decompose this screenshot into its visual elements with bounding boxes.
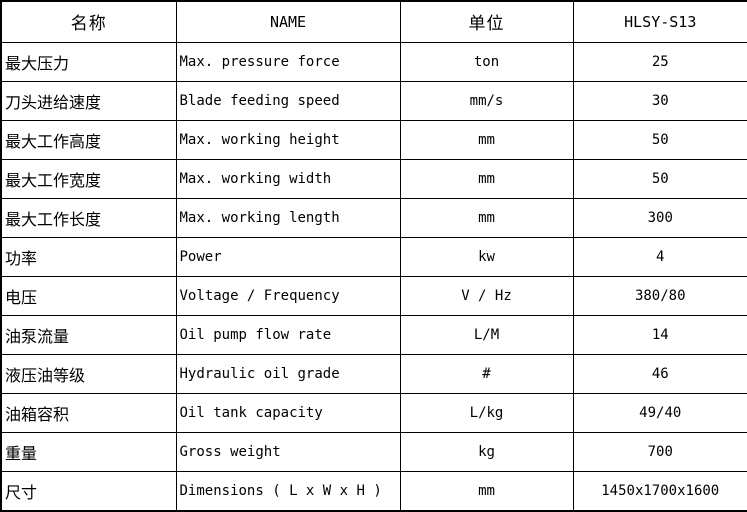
- spec-name-en: Max. pressure force: [175, 41, 401, 82]
- spec-name-cn: 油箱容积: [0, 393, 177, 434]
- table-row: 最大工作长度 Max. working length mm 300: [0, 197, 747, 238]
- header-name-cn: 名称: [0, 0, 177, 43]
- spec-value: 700: [572, 432, 747, 473]
- spec-name-en: Max. working length: [175, 197, 401, 238]
- spec-name-cn: 最大压力: [0, 41, 177, 82]
- table-row: 最大压力 Max. pressure force ton 25: [0, 41, 747, 82]
- header-name-en: NAME: [175, 0, 401, 43]
- spec-name-en: Max. working height: [175, 119, 401, 160]
- table-row: 最大工作高度 Max. working height mm 50: [0, 119, 747, 160]
- spec-value: 4: [572, 236, 747, 277]
- header-unit: 单位: [399, 0, 574, 43]
- spec-unit: V / Hz: [399, 275, 574, 317]
- spec-name-en: Power: [175, 236, 401, 277]
- spec-value: 46: [572, 354, 747, 395]
- spec-unit: kw: [399, 236, 574, 277]
- spec-unit: mm: [399, 197, 574, 238]
- spec-name-cn: 液压油等级: [0, 354, 177, 395]
- table-row: 油泵流量 Oil pump flow rate L/M 14: [0, 315, 747, 356]
- spec-name-cn: 油泵流量: [0, 315, 177, 356]
- spec-name-en: Oil tank capacity: [175, 393, 401, 434]
- table-row: 电压 Voltage / Frequency V / Hz 380/80: [0, 275, 747, 317]
- spec-unit: ton: [399, 41, 574, 82]
- spec-unit: mm: [399, 158, 574, 199]
- spec-name-cn: 最大工作高度: [0, 119, 177, 160]
- spec-table-body: 最大压力 Max. pressure force ton 25 刀头进给速度 Blade …: [0, 41, 747, 512]
- spec-name-cn: 刀头进给速度: [0, 80, 177, 121]
- spec-value: 25: [572, 41, 747, 82]
- spec-name-en: Hydraulic oil grade: [175, 354, 401, 395]
- spec-value: 50: [572, 119, 747, 160]
- spec-name-cn: 重量: [0, 432, 177, 473]
- spec-unit: mm/s: [399, 80, 574, 121]
- spec-value: 1450x1700x1600: [572, 471, 747, 512]
- spec-value: 50: [572, 158, 747, 199]
- spec-unit: mm: [399, 119, 574, 160]
- table-row: 最大工作宽度 Max. working width mm 50: [0, 158, 747, 199]
- spec-unit: mm: [399, 471, 574, 512]
- spec-value: 49/40: [572, 393, 747, 434]
- table-row: 油箱容积 Oil tank capacity L/kg 49/40: [0, 393, 747, 434]
- header-model: HLSY-S13: [572, 0, 747, 43]
- spec-name-cn: 电压: [0, 275, 177, 317]
- spec-unit: kg: [399, 432, 574, 473]
- table-row: 刀头进给速度 Blade feeding speed mm/s 30: [0, 80, 747, 121]
- spec-name-cn: 尺寸: [0, 471, 177, 512]
- spec-unit: L/kg: [399, 393, 574, 434]
- table-row: 液压油等级 Hydraulic oil grade #46: [0, 354, 747, 395]
- spec-name-cn: 最大工作长度: [0, 197, 177, 238]
- table-row: 重量 Gross weight kg 700: [0, 432, 747, 473]
- table-row: 尺寸 Dimensions ( L x W x H ) mm 1450x1700x16…: [0, 471, 747, 512]
- spec-name-cn: 最大工作宽度: [0, 158, 177, 199]
- table-row: 功率 Power kw 4: [0, 236, 747, 277]
- spec-name-en: Voltage / Frequency: [175, 275, 401, 317]
- spec-name-en: Blade feeding speed: [175, 80, 401, 121]
- spec-name-en: Dimensions ( L x W x H ): [175, 471, 401, 512]
- spec-name-en: Oil pump flow rate: [175, 315, 401, 356]
- spec-table-header: 名称 NAME 单位 HLSY-S13: [0, 0, 747, 43]
- spec-name-cn: 功率: [0, 236, 177, 277]
- spec-name-en: Gross weight: [175, 432, 401, 473]
- spec-name-en: Max. working width: [175, 158, 401, 199]
- spec-value: 14: [572, 315, 747, 356]
- spec-unit: #: [399, 354, 574, 395]
- spec-value: 300: [572, 197, 747, 238]
- spec-unit: L/M: [399, 315, 574, 356]
- spec-value: 380/80: [572, 275, 747, 317]
- spec-value: 30: [572, 80, 747, 121]
- header-row: 名称 NAME 单位 HLSY-S13: [0, 0, 747, 43]
